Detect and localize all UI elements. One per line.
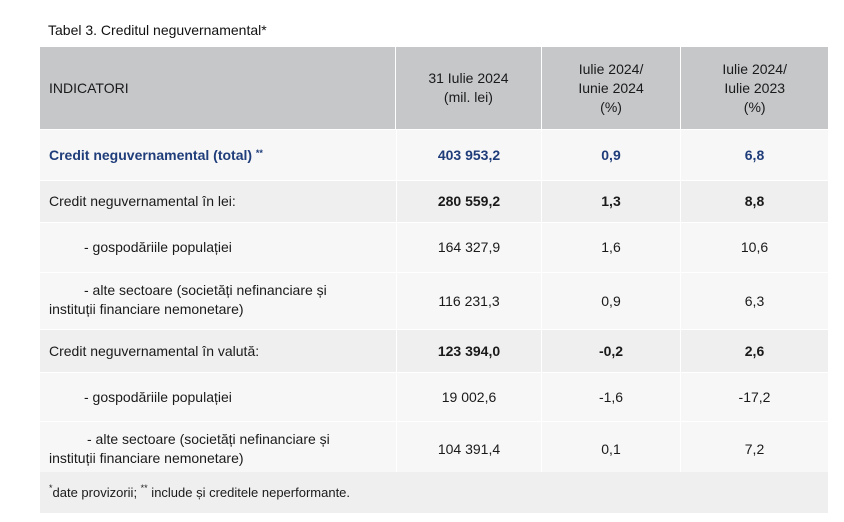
- row-value-amount: 280 559,2: [397, 181, 542, 222]
- row-label: - alte sectoare (societăți nefinanciare …: [40, 422, 397, 476]
- row-value-monthly: 1,3: [542, 181, 681, 222]
- row-value-amount: 104 391,4: [397, 422, 542, 476]
- row-value-monthly: -0,2: [542, 330, 681, 372]
- row-label: - alte sectoare (societăți nefinanciare …: [40, 273, 397, 329]
- row-label: - gospodăriile populației: [40, 373, 397, 421]
- row-label-line1: - alte sectoare (societăți nefinanciare …: [87, 431, 330, 447]
- row-value-monthly: 0,9: [542, 273, 681, 329]
- row-value-yearly: 7,2: [744, 440, 765, 457]
- table-row: - alte sectoare (societăți nefinanciare …: [40, 272, 828, 329]
- header-date: 31 Iulie 2024 (mil. lei): [396, 47, 542, 129]
- table-row: - gospodăriile populației 164 327,9 1,6 …: [40, 222, 828, 272]
- header-monthly: Iulie 2024/Iunie 2024 (%): [542, 47, 682, 129]
- header-monthly-line3: (%): [600, 98, 622, 115]
- row-value-amount: 403 953,2: [397, 130, 542, 180]
- table-row: - gospodăriile populației 19 002,6 -1,6 …: [40, 372, 828, 421]
- table-footnote: *date provizorii; ** include și creditel…: [40, 472, 828, 513]
- header-yearly-line2: Iulie 2023: [724, 79, 786, 96]
- header-yearly-line3: (%): [743, 98, 766, 115]
- header-monthly-line2: Iunie 2024: [578, 79, 644, 96]
- row-value-monthly: 1,6: [542, 223, 681, 272]
- table-row: Credit neguvernamental în lei: 280 559,2…: [40, 180, 828, 222]
- header-indicators: INDICATORI: [40, 47, 397, 129]
- row-value-yearly: 2,6: [744, 342, 765, 359]
- header-date-line2: (mil. lei): [443, 89, 493, 105]
- footnote-text-1: date provizorii;: [52, 485, 141, 500]
- table-title: Tabel 3. Creditul neguvernamental*: [48, 22, 267, 38]
- row-value-amount: 116 231,3: [397, 273, 542, 329]
- footnote-mark-1: *: [49, 483, 53, 493]
- header-monthly-line1: Iulie 2024/: [578, 60, 644, 77]
- row-value-amount: 164 327,9: [397, 223, 542, 272]
- row-value-monthly: 0,1: [542, 422, 681, 476]
- row-label: Credit neguvernamental în valută:: [40, 330, 397, 372]
- row-value-amount: 123 394,0: [397, 330, 542, 372]
- row-value-yearly: 6,8: [744, 146, 765, 163]
- row-label: - gospodăriile populației: [40, 223, 397, 272]
- footnote-text-2: include și creditele neperformante.: [147, 485, 351, 500]
- table-header: INDICATORI 31 Iulie 2024 (mil. lei) Iulie…: [40, 47, 828, 129]
- row-value-monthly: -1,6: [542, 373, 681, 421]
- row-value-amount: 19 002,6: [397, 373, 542, 421]
- row-label-line2: instituții financiare nemonetare): [49, 301, 244, 317]
- table-row: Credit neguvernamental (total) ** 403 95…: [40, 129, 828, 180]
- table-row: - alte sectoare (societăți nefinanciare …: [40, 421, 828, 476]
- header-yearly-line1: Iulie 2024/: [722, 60, 787, 77]
- credit-table: INDICATORI 31 Iulie 2024 (mil. lei) Iulie…: [40, 47, 828, 476]
- row-label-line2: instituții financiare nemonetare): [49, 450, 244, 466]
- row-value-yearly: 10,6: [740, 239, 769, 255]
- table-row: Credit neguvernamental în valută: 123 39…: [40, 329, 828, 372]
- row-label: Credit neguvernamental în lei:: [40, 181, 397, 222]
- row-value-yearly: 6,3: [744, 292, 765, 309]
- header-yearly: Iulie 2024/Iulie 2023 (%): [681, 47, 828, 129]
- row-label-line1: - alte sectoare (societăți nefinanciare …: [84, 282, 327, 298]
- row-label: Credit neguvernamental (total) **: [40, 130, 397, 180]
- row-value-yearly: -17,2: [738, 388, 771, 405]
- row-value-monthly: 0,9: [542, 130, 681, 180]
- header-date-line1: 31 Iulie 2024: [428, 70, 509, 86]
- row-value-yearly: 8,8: [744, 193, 765, 209]
- footnote-mark-2: **: [140, 483, 148, 493]
